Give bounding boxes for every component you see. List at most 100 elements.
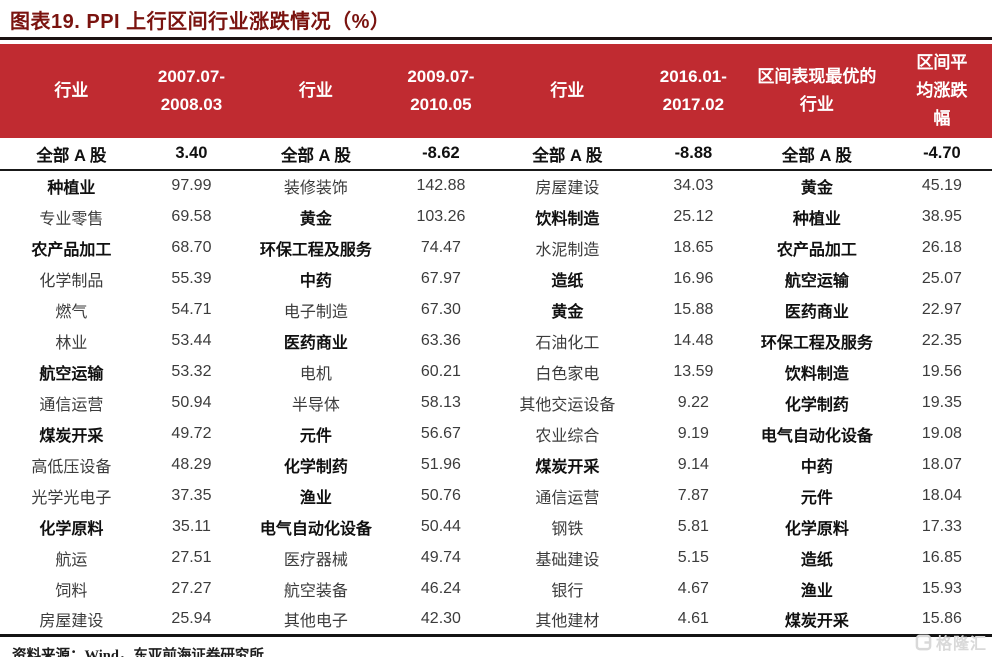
industry-cell: 化学原料 bbox=[784, 520, 849, 538]
column-header-period-3: 2016.01- 2017.02 bbox=[644, 44, 742, 138]
table-row: 煤炭开采 49.72 元件 56.67 农业综合 9.19 电气自动化设备 19.08 bbox=[0, 418, 992, 449]
value-cell: 9.14 bbox=[677, 455, 709, 473]
value-cell: 50.76 bbox=[420, 486, 461, 504]
value-cell: 15.86 bbox=[921, 609, 962, 627]
value-cell: 53.44 bbox=[171, 331, 212, 349]
industry-cell: 医疗器械 bbox=[283, 551, 348, 569]
value-cell: 22.35 bbox=[921, 331, 962, 349]
table-row: 饲料 27.27 航空装备 46.24 银行 4.67 渔业 15.93 bbox=[0, 573, 992, 604]
value-cell: 55.39 bbox=[171, 269, 212, 287]
industry-cell: 半导体 bbox=[291, 396, 340, 414]
industry-cell: 其他建材 bbox=[535, 612, 600, 630]
value-cell: 13.59 bbox=[673, 362, 714, 380]
industry-cell: 医药商业 bbox=[784, 303, 849, 321]
value-cell: 19.08 bbox=[921, 424, 962, 442]
table-row: 航运 27.51 医疗器械 49.74 基础建设 5.15 造纸 16.85 bbox=[0, 542, 992, 573]
column-header-best-industry: 区间表现最优的 行业 bbox=[741, 44, 892, 138]
table-row: 化学原料 35.11 电气自动化设备 50.44 钢铁 5.81 化学原料 17.33 bbox=[0, 511, 992, 542]
industry-cell: 饲料 bbox=[55, 582, 88, 600]
table-row: 通信运营 50.94 半导体 58.13 其他交运设备 9.22 化学制药 19.35 bbox=[0, 387, 992, 418]
industry-cell: 农产品加工 bbox=[776, 241, 857, 259]
summary-cell: -8.62 bbox=[391, 138, 491, 171]
industry-cell: 饮料制造 bbox=[535, 210, 600, 228]
value-cell: 53.32 bbox=[171, 362, 212, 380]
value-cell: 15.88 bbox=[673, 300, 714, 318]
value-cell: 5.81 bbox=[677, 517, 709, 535]
value-cell: 26.18 bbox=[921, 238, 962, 256]
summary-cell: 全部 A 股 bbox=[490, 138, 645, 171]
value-cell: 74.47 bbox=[420, 238, 461, 256]
industry-cell: 专业零售 bbox=[39, 210, 104, 228]
column-header-avg-change: 区间平 均涨跌 幅 bbox=[891, 44, 992, 138]
column-header-period-1: 2007.07- 2008.03 bbox=[142, 44, 241, 138]
industry-cell: 电气自动化设备 bbox=[259, 520, 372, 538]
industry-cell: 水泥制造 bbox=[535, 241, 600, 259]
summary-row: 全部 A 股 3.40 全部 A 股 -8.62 全部 A 股 -8.88 全部… bbox=[0, 138, 992, 171]
industry-cell: 中药 bbox=[299, 272, 332, 290]
industry-cell: 种植业 bbox=[792, 210, 841, 228]
industry-cell: 渔业 bbox=[299, 489, 332, 507]
watermark-gelonghui: 格隆汇 bbox=[915, 630, 987, 654]
value-cell: 35.11 bbox=[172, 517, 211, 535]
industry-cell: 燃气 bbox=[55, 303, 88, 321]
industry-cell: 渔业 bbox=[800, 582, 833, 600]
value-cell: 49.74 bbox=[420, 548, 461, 566]
value-cell: 38.95 bbox=[921, 207, 962, 225]
industry-cell: 银行 bbox=[551, 582, 584, 600]
industry-cell: 化学制药 bbox=[784, 396, 849, 414]
value-cell: 16.85 bbox=[921, 548, 962, 566]
value-cell: 46.24 bbox=[420, 579, 461, 597]
industry-cell: 其他交运设备 bbox=[519, 396, 616, 414]
column-header-industry-3: 行业 bbox=[490, 44, 645, 138]
industry-cell: 黄金 bbox=[551, 303, 584, 321]
value-cell: 69.58 bbox=[171, 207, 212, 225]
industry-cell: 化学制药 bbox=[283, 458, 348, 476]
value-cell: 34.03 bbox=[673, 177, 714, 194]
value-cell: 142.88 bbox=[416, 177, 466, 194]
value-cell: 27.27 bbox=[171, 579, 212, 597]
table-row: 农产品加工 68.70 环保工程及服务 74.47 水泥制造 18.65 农产品加工 26.1… bbox=[0, 232, 992, 263]
summary-section: 全部 A 股 3.40 全部 A 股 -8.62 全部 A 股 -8.88 全部… bbox=[0, 138, 992, 171]
value-cell: 7.87 bbox=[677, 486, 709, 504]
column-header-period-2: 2009.07- 2010.05 bbox=[391, 44, 491, 138]
value-cell: 48.29 bbox=[171, 455, 212, 473]
value-cell: 97.99 bbox=[171, 177, 212, 194]
value-cell: 15.93 bbox=[921, 579, 962, 597]
industry-cell: 煤炭开采 bbox=[784, 612, 849, 630]
value-cell: 4.67 bbox=[677, 579, 709, 597]
value-cell: 18.65 bbox=[673, 238, 714, 256]
value-cell: 51.96 bbox=[420, 455, 461, 473]
value-cell: 63.36 bbox=[420, 331, 461, 349]
industry-cell: 光学光电子 bbox=[31, 489, 112, 507]
value-cell: 25.07 bbox=[921, 269, 962, 287]
table-row: 航空运输 53.32 电机 60.21 白色家电 13.59 饮料制造 19.56 bbox=[0, 356, 992, 387]
value-cell: 9.22 bbox=[677, 393, 709, 411]
industry-cell: 航空运输 bbox=[39, 365, 104, 383]
value-cell: 14.48 bbox=[673, 331, 714, 349]
gelonghui-logo-icon bbox=[915, 634, 932, 651]
table-row: 高低压设备 48.29 化学制药 51.96 煤炭开采 9.14 中药 18.07 bbox=[0, 449, 992, 480]
table-row: 光学光电子 37.35 渔业 50.76 通信运营 7.87 元件 18.04 bbox=[0, 480, 992, 511]
value-cell: 18.04 bbox=[921, 486, 962, 504]
industry-cell: 农业综合 bbox=[535, 427, 600, 445]
industry-cell: 环保工程及服务 bbox=[760, 334, 873, 352]
industry-cell: 电子制造 bbox=[283, 303, 348, 321]
summary-cell: 3.40 bbox=[142, 138, 241, 171]
industry-cell: 饮料制造 bbox=[784, 365, 849, 383]
industry-cell: 农产品加工 bbox=[31, 241, 112, 259]
industry-cell: 黄金 bbox=[299, 210, 332, 228]
value-cell: 103.26 bbox=[416, 207, 466, 225]
value-cell: 5.15 bbox=[677, 548, 709, 566]
value-cell: 19.35 bbox=[921, 393, 962, 411]
value-cell: 42.30 bbox=[420, 609, 461, 627]
industry-cell: 林业 bbox=[55, 334, 88, 352]
value-cell: 22.97 bbox=[921, 300, 962, 318]
value-cell: 60.21 bbox=[420, 362, 461, 380]
title-divider bbox=[0, 37, 992, 40]
industry-cell: 航运 bbox=[55, 551, 88, 569]
value-cell: 68.70 bbox=[171, 238, 212, 256]
industry-cell: 中药 bbox=[800, 458, 833, 476]
summary-cell: 全部 A 股 bbox=[0, 138, 143, 171]
ppi-industry-table: 行业 2007.07- 2008.03 行业 2009.07- 2010.05 … bbox=[0, 44, 992, 637]
